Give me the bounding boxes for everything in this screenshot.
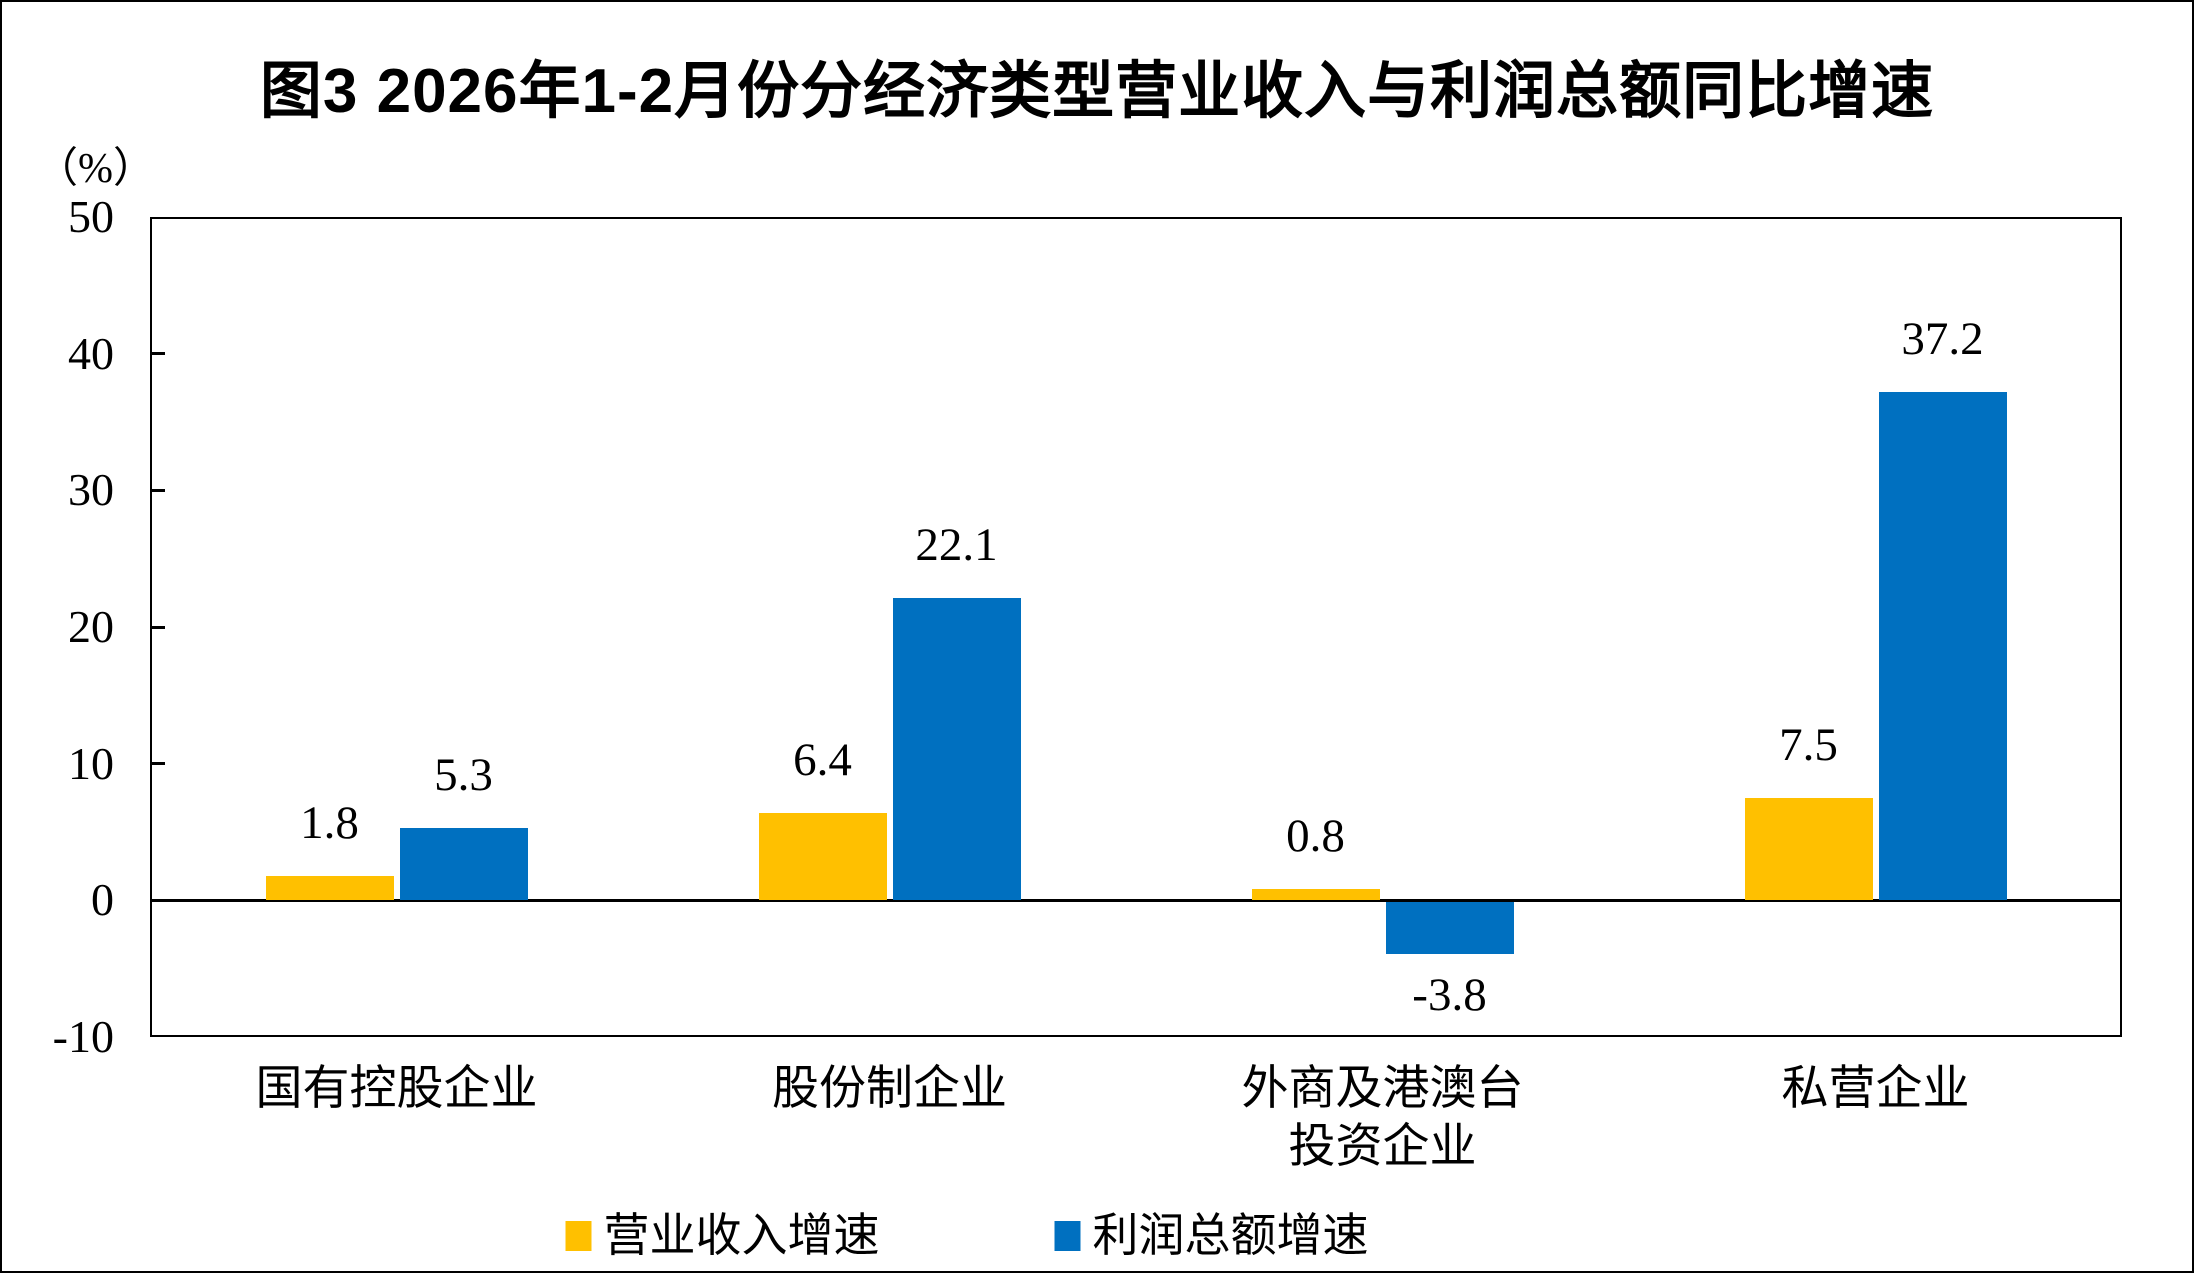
y-tick-label: 50 [68,191,114,242]
bar-value-label: 1.8 [300,796,359,849]
bar-value-label: 6.4 [793,733,852,786]
bar-revenue-0 [265,875,394,901]
y-tick-mark [150,488,165,492]
y-tick-label: -10 [52,1011,114,1062]
legend-swatch-revenue [565,1221,592,1251]
bar-value-label: 0.8 [1286,810,1345,863]
y-tick-label: 0 [91,874,114,926]
y-tick-mark [150,625,165,629]
y-tick-label: 10 [68,737,114,789]
bar-profit-0 [399,827,528,901]
y-tick-label: 20 [68,601,114,652]
chart-title: 图3 2026年1-2月份分经济类型营业收入与利润总额同比增速 [259,57,1935,126]
legend-label: 营业收入增速 [603,1210,880,1261]
zero-line [150,898,2122,902]
bar-revenue-2 [1251,889,1380,901]
bar-revenue-1 [758,812,887,901]
x-category-label: 私营企业 [1781,1063,1970,1115]
x-category-label: 股份制企业 [772,1063,1007,1115]
bar-profit-2 [1385,901,1514,954]
bar-value-label: 22.1 [915,519,998,572]
bar-value-label: 5.3 [434,748,493,801]
bar-value-label: -3.8 [1412,968,1487,1021]
bar-profit-1 [892,598,1021,901]
y-axis-unit-label: （%） [36,146,155,192]
legend-item-revenue: 营业收入增速 [565,1208,880,1264]
y-tick-mark [150,352,165,356]
legend-item-profit: 利润总额增速 [1054,1208,1369,1264]
bar-profit-3 [1878,391,2007,901]
y-tick-mark [150,762,165,766]
bar-value-label: 37.2 [1901,312,1984,365]
bar-value-label: 7.5 [1779,718,1838,771]
y-tick-label: 30 [68,464,114,516]
legend-label: 利润总额增速 [1092,1210,1369,1261]
legend-swatch-profit [1054,1221,1081,1251]
x-category-label: 国有控股企业 [255,1063,538,1115]
y-tick-label: 40 [68,327,114,379]
bar-revenue-3 [1744,797,1873,901]
legend: 营业收入增速 利润总额增速 [565,1208,1369,1264]
x-category-label: 外商及港澳台 投资企业 [1241,1063,1524,1173]
